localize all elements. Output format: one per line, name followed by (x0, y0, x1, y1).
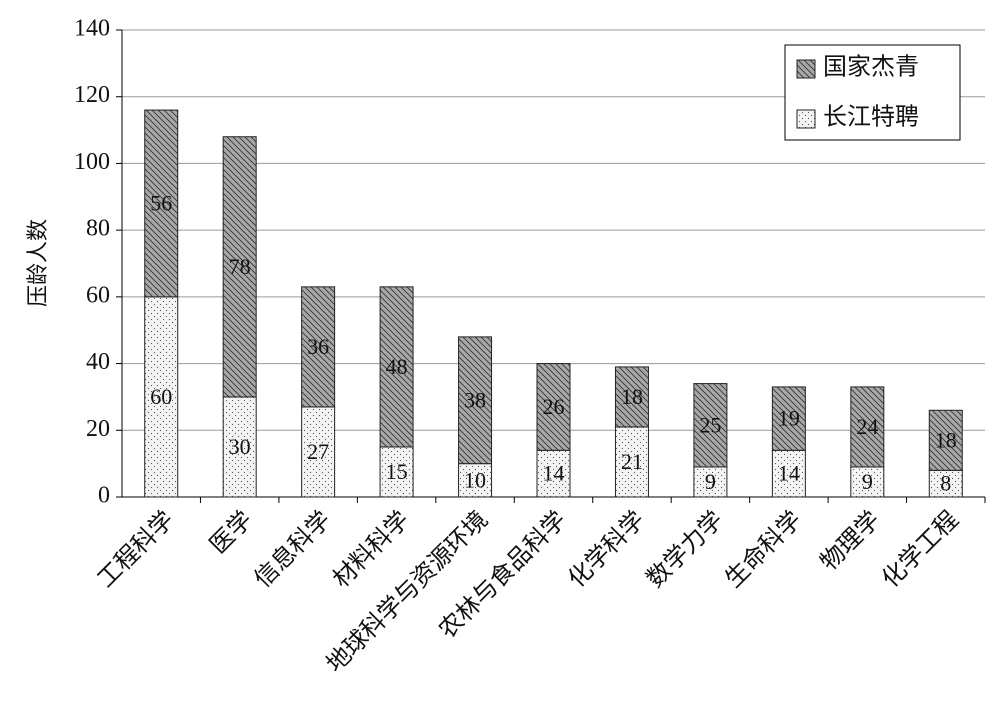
data-label: 18 (621, 384, 643, 409)
data-label: 26 (543, 394, 565, 419)
data-label: 25 (699, 412, 721, 437)
bar-segment (301, 406, 336, 498)
bar-segment (222, 396, 257, 498)
bar-segment (693, 466, 728, 498)
x-tick-label: 化学工程 (877, 506, 964, 593)
bar-segment (614, 426, 649, 498)
x-tick-label: 物理学 (815, 506, 885, 576)
bar-segment (536, 449, 571, 498)
data-label: 9 (862, 469, 873, 494)
legend-label: 长江特聘 (823, 104, 919, 131)
data-label: 9 (705, 469, 716, 494)
y-tick-label: 120 (74, 82, 110, 108)
data-label: 19 (778, 406, 800, 431)
data-label: 15 (386, 459, 408, 484)
x-tick-label: 医学 (205, 506, 258, 559)
legend-swatch (796, 59, 816, 79)
bar-segment (771, 386, 806, 451)
bar-segment (850, 386, 885, 468)
y-tick-label: 0 (98, 483, 110, 509)
data-label: 10 (464, 467, 486, 492)
data-label: 48 (386, 354, 408, 379)
x-tick-label: 化学科学 (563, 506, 650, 593)
bar-segment (850, 466, 885, 498)
y-axis-label: 压龄人数 (25, 219, 50, 307)
data-label: 21 (621, 449, 643, 474)
bar-segment (458, 336, 493, 465)
y-tick-label: 20 (86, 416, 110, 442)
y-tick-label: 100 (74, 149, 110, 175)
bar-segment (301, 286, 336, 408)
bar-segment (614, 366, 649, 428)
data-label: 38 (464, 387, 486, 412)
data-label: 60 (150, 384, 172, 409)
y-tick-label: 140 (74, 16, 110, 42)
legend-swatch (796, 109, 816, 129)
bar-segment (458, 463, 493, 498)
data-label: 14 (543, 461, 565, 486)
data-label: 30 (229, 434, 251, 459)
x-tick-label: 生命科学 (720, 506, 807, 593)
data-label: 18 (935, 427, 957, 452)
bar-segment (222, 136, 257, 398)
data-label: 24 (856, 414, 878, 439)
y-tick-label: 60 (86, 282, 110, 308)
bar-segment (536, 363, 571, 451)
bar-segment (379, 286, 414, 448)
legend-label: 国家杰青 (823, 54, 919, 81)
data-label: 14 (778, 461, 800, 486)
y-tick-label: 80 (86, 216, 110, 242)
x-tick-label: 信息科学 (249, 506, 336, 593)
y-tick-label: 40 (86, 349, 110, 375)
data-label: 56 (150, 191, 172, 216)
bar-segment (693, 383, 728, 468)
x-tick-label: 工程科学 (92, 506, 179, 593)
bar-segment (928, 409, 963, 471)
data-label: 8 (940, 471, 951, 496)
data-label: 78 (229, 254, 251, 279)
bar-segment (379, 446, 414, 498)
data-label: 27 (307, 439, 329, 464)
data-label: 36 (307, 334, 329, 359)
x-tick-label: 数学力学 (642, 506, 729, 593)
bar-segment (771, 449, 806, 498)
bar-segment (144, 109, 179, 298)
